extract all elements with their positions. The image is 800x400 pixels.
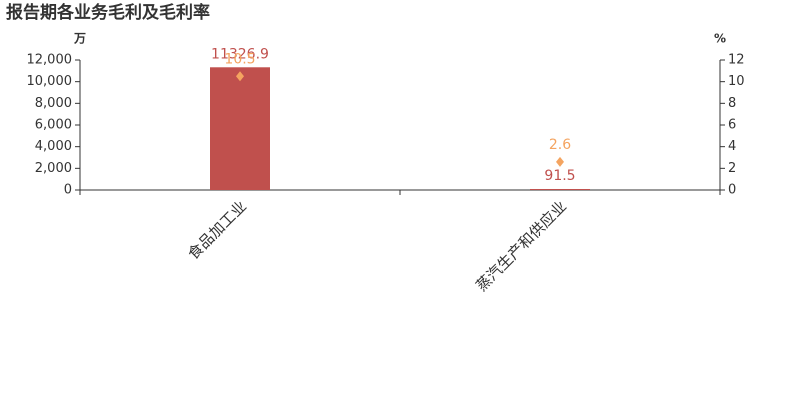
y2-tick-label: 12 bbox=[728, 53, 745, 68]
point-value-label: 10.5 bbox=[224, 51, 255, 67]
y-unit: 万 bbox=[73, 32, 86, 46]
y2-tick-label: 6 bbox=[728, 118, 736, 133]
y2-tick-label: 10 bbox=[728, 74, 745, 89]
y-tick-label: 0 bbox=[64, 183, 72, 198]
x-tick-label: 蒸汽生产和供应业 bbox=[472, 197, 570, 295]
bar-value-label: 91.5 bbox=[544, 168, 575, 184]
y2-unit: % bbox=[714, 32, 726, 46]
y-tick-label: 8,000 bbox=[35, 96, 72, 111]
y-tick-label: 6,000 bbox=[35, 118, 72, 133]
y-tick-label: 12,000 bbox=[27, 53, 73, 68]
x-tick-label: 食品加工业 bbox=[184, 197, 250, 263]
bar bbox=[530, 189, 590, 190]
bar bbox=[210, 67, 270, 190]
point-value-label: 2.6 bbox=[549, 137, 571, 153]
chart-title: 报告期各业务毛利及毛利率 bbox=[6, 2, 210, 23]
y2-tick-label: 4 bbox=[728, 139, 736, 154]
y2-tick-label: 8 bbox=[728, 96, 736, 111]
y2-tick-label: 0 bbox=[728, 183, 736, 198]
y2-tick-label: 2 bbox=[728, 161, 736, 176]
point bbox=[556, 156, 564, 167]
point bbox=[236, 71, 244, 82]
y-tick-label: 4,000 bbox=[35, 139, 72, 154]
y-tick-label: 2,000 bbox=[35, 161, 72, 176]
y-tick-label: 10,000 bbox=[27, 74, 73, 89]
bar-value-label: 11326.9 bbox=[211, 46, 269, 62]
